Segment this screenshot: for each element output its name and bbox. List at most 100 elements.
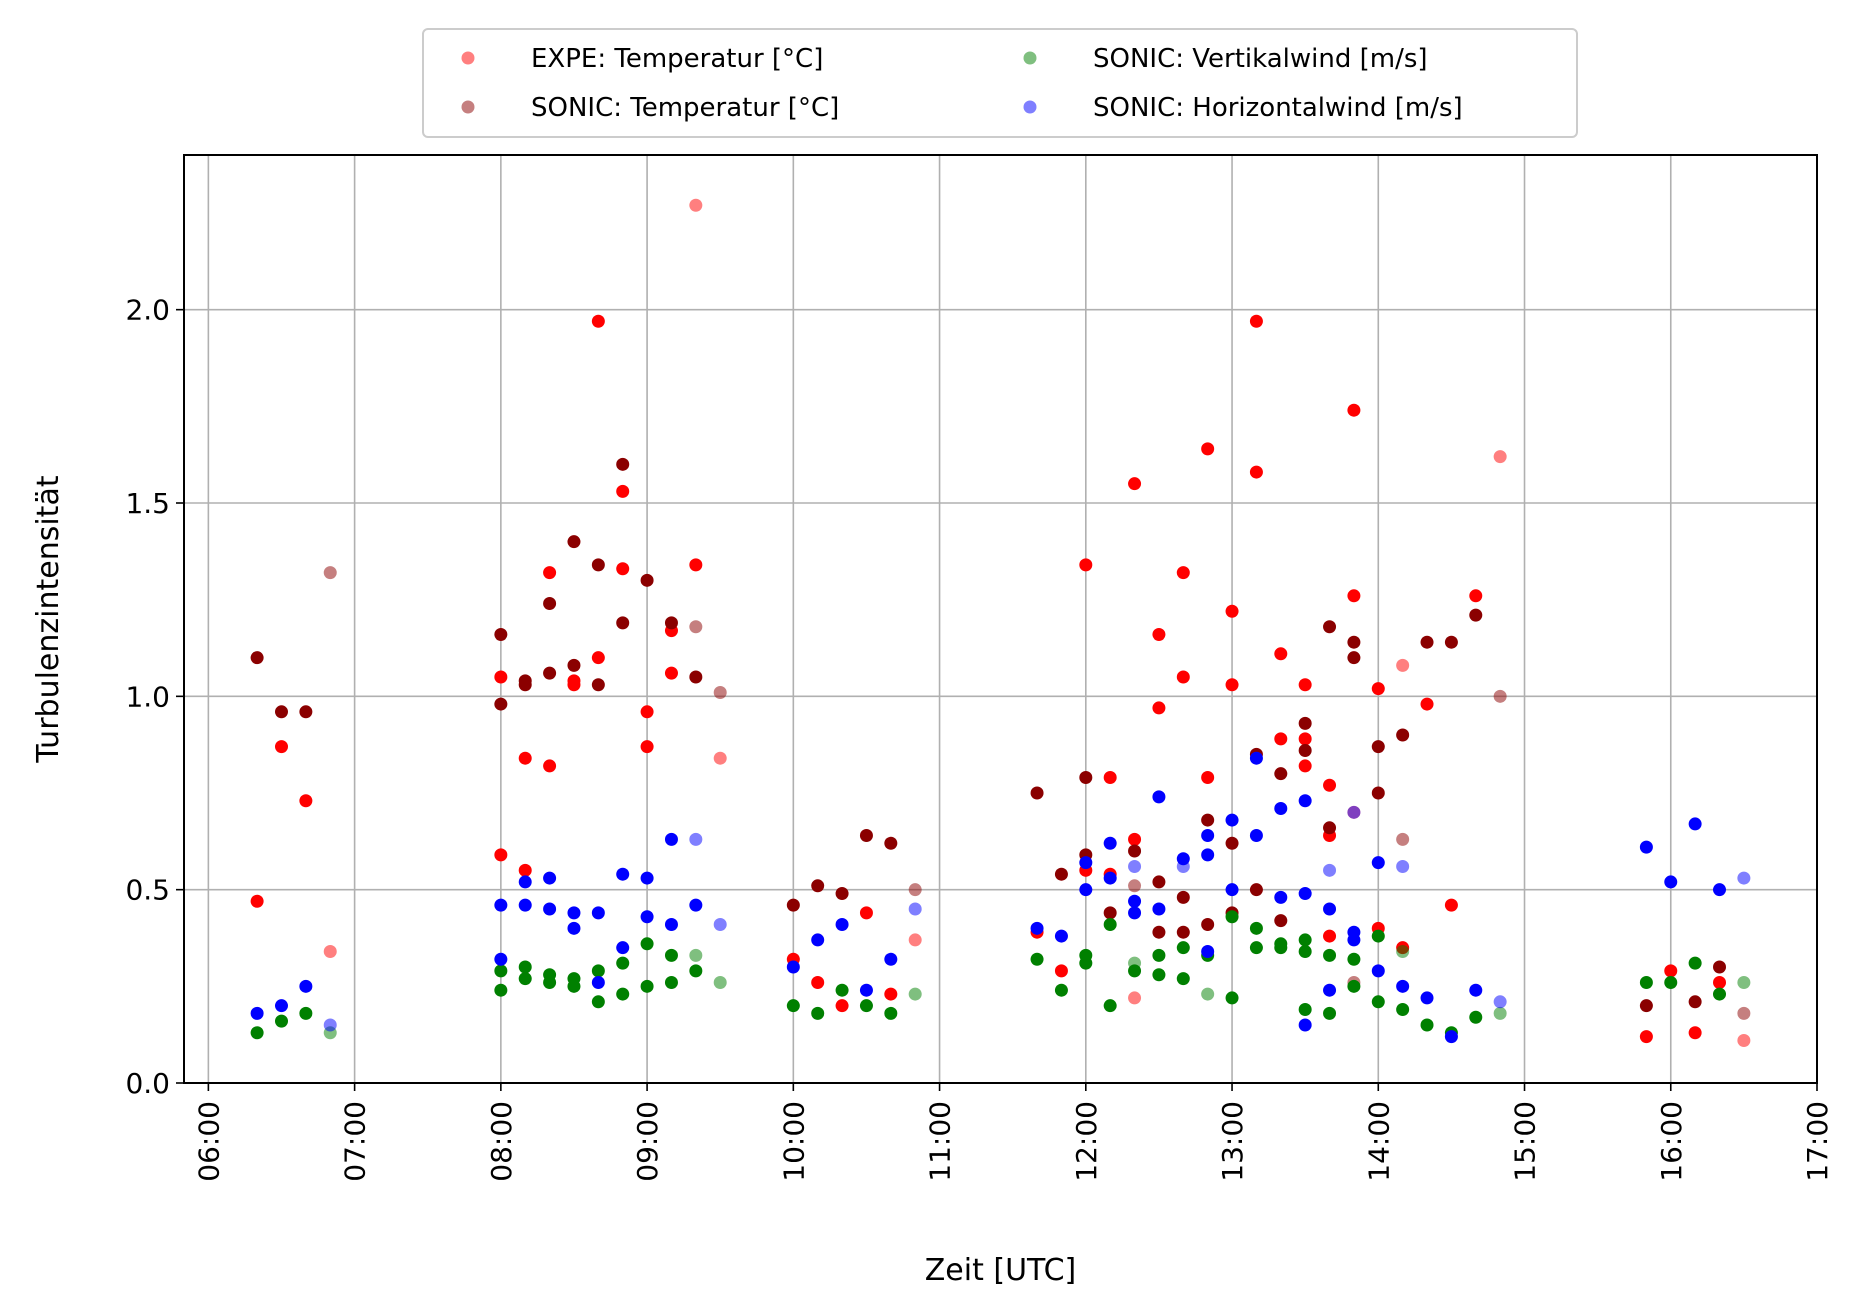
data-point-series-4 [640, 910, 654, 924]
data-point-series-1 [1128, 832, 1142, 846]
data-point-series-3 [786, 999, 800, 1013]
data-point-series-4 [640, 871, 654, 885]
data-point-series-4 [567, 921, 581, 935]
data-point-series-2 [323, 566, 337, 580]
data-point-series-1 [274, 740, 288, 754]
data-point-series-2 [1176, 890, 1190, 904]
data-point-series-4 [1737, 871, 1751, 885]
data-point-series-3 [591, 995, 605, 1009]
data-point-series-3 [1323, 1006, 1337, 1020]
data-point-series-3 [1152, 968, 1166, 982]
data-point-series-2 [1639, 999, 1653, 1013]
data-point-series-1 [567, 678, 581, 692]
data-point-series-4 [1103, 871, 1117, 885]
data-point-series-4 [1323, 863, 1337, 877]
data-point-series-1 [1639, 1030, 1653, 1044]
data-point-series-2 [250, 651, 264, 665]
data-point-series-4 [1274, 890, 1288, 904]
data-point-series-4 [1249, 829, 1263, 843]
data-point-series-4 [250, 1006, 264, 1020]
data-point-series-1 [1201, 442, 1215, 456]
data-point-series-3 [274, 1014, 288, 1028]
data-point-series-1 [494, 848, 508, 862]
data-point-series-1 [1713, 975, 1727, 989]
data-point-series-1 [1152, 627, 1166, 641]
data-point-series-2 [884, 836, 898, 850]
data-point-series-4 [1030, 921, 1044, 935]
legend-marker [461, 100, 475, 114]
data-point-series-4 [908, 902, 922, 916]
data-point-series-2 [640, 573, 654, 587]
data-point-series-1 [1396, 658, 1410, 672]
data-point-series-4 [1347, 805, 1361, 819]
data-point-series-2 [689, 620, 703, 634]
data-point-series-1 [1079, 558, 1093, 572]
data-point-series-1 [616, 562, 630, 576]
x-tick-label: 06:00 [192, 1101, 225, 1182]
data-point-series-3 [1274, 941, 1288, 955]
data-point-series-3 [299, 1006, 313, 1020]
data-point-series-4 [591, 906, 605, 920]
data-point-series-2 [1274, 914, 1288, 928]
data-point-series-2 [835, 887, 849, 901]
data-point-series-4 [299, 979, 313, 993]
data-point-series-4 [494, 952, 508, 966]
data-point-series-1 [664, 666, 678, 680]
data-point-series-3 [1713, 987, 1727, 1001]
data-point-series-4 [1713, 883, 1727, 897]
data-point-series-2 [1225, 836, 1239, 850]
data-point-series-4 [1128, 906, 1142, 920]
data-point-series-1 [1420, 697, 1434, 711]
data-point-series-1 [1347, 589, 1361, 603]
data-point-series-1 [1298, 678, 1312, 692]
data-point-series-4 [811, 933, 825, 947]
data-point-series-3 [835, 983, 849, 997]
legend-label: EXPE: Temperatur [°C] [531, 44, 823, 74]
data-point-series-3 [1298, 933, 1312, 947]
data-point-series-2 [1298, 743, 1312, 757]
y-tick-label: 1.5 [125, 487, 170, 520]
data-point-series-1 [1371, 682, 1385, 696]
y-tick-label: 2.0 [125, 294, 170, 327]
data-point-series-4 [1128, 859, 1142, 873]
data-point-series-3 [494, 983, 508, 997]
data-point-series-4 [835, 917, 849, 931]
x-tick-label: 13:00 [1216, 1101, 1249, 1182]
grid [184, 155, 1818, 1084]
data-point-series-4 [884, 952, 898, 966]
data-point-series-4 [1079, 883, 1093, 897]
data-point-series-1 [859, 906, 873, 920]
data-point-series-3 [1664, 975, 1678, 989]
data-point-series-2 [518, 678, 532, 692]
data-point-series-3 [1201, 987, 1215, 1001]
y-tick-label: 0.0 [125, 1067, 170, 1100]
data-points [250, 198, 1751, 1047]
data-point-series-2 [713, 685, 727, 699]
plot-frame [183, 154, 1818, 1084]
data-point-series-3 [664, 975, 678, 989]
data-point-series-1 [1103, 771, 1117, 785]
data-point-series-3 [1225, 910, 1239, 924]
legend-label: SONIC: Temperatur [°C] [531, 93, 839, 123]
data-point-series-2 [1737, 1006, 1751, 1020]
data-point-series-2 [1298, 716, 1312, 730]
data-point-series-1 [1176, 670, 1190, 684]
data-point-series-4 [1396, 859, 1410, 873]
x-tick-label: 12:00 [1070, 1101, 1103, 1182]
data-point-series-3 [1469, 1010, 1483, 1024]
data-point-series-2 [616, 616, 630, 630]
data-point-series-2 [1396, 728, 1410, 742]
x-tick-label: 17:00 [1801, 1101, 1834, 1182]
data-point-series-4 [664, 917, 678, 931]
data-point-series-4 [1274, 801, 1288, 815]
data-point-series-2 [543, 666, 557, 680]
data-point-series-3 [640, 937, 654, 951]
data-point-series-3 [543, 975, 557, 989]
data-point-series-3 [1493, 1006, 1507, 1020]
data-point-series-3 [567, 979, 581, 993]
data-point-series-3 [1396, 945, 1410, 959]
data-point-series-1 [1152, 701, 1166, 715]
data-point-series-3 [494, 964, 508, 978]
axis-ticks: 06:00 07:00 08:00 09:00 10:00 11:00 12:00 13:00… [125, 294, 1834, 1182]
data-point-series-3 [1225, 991, 1239, 1005]
